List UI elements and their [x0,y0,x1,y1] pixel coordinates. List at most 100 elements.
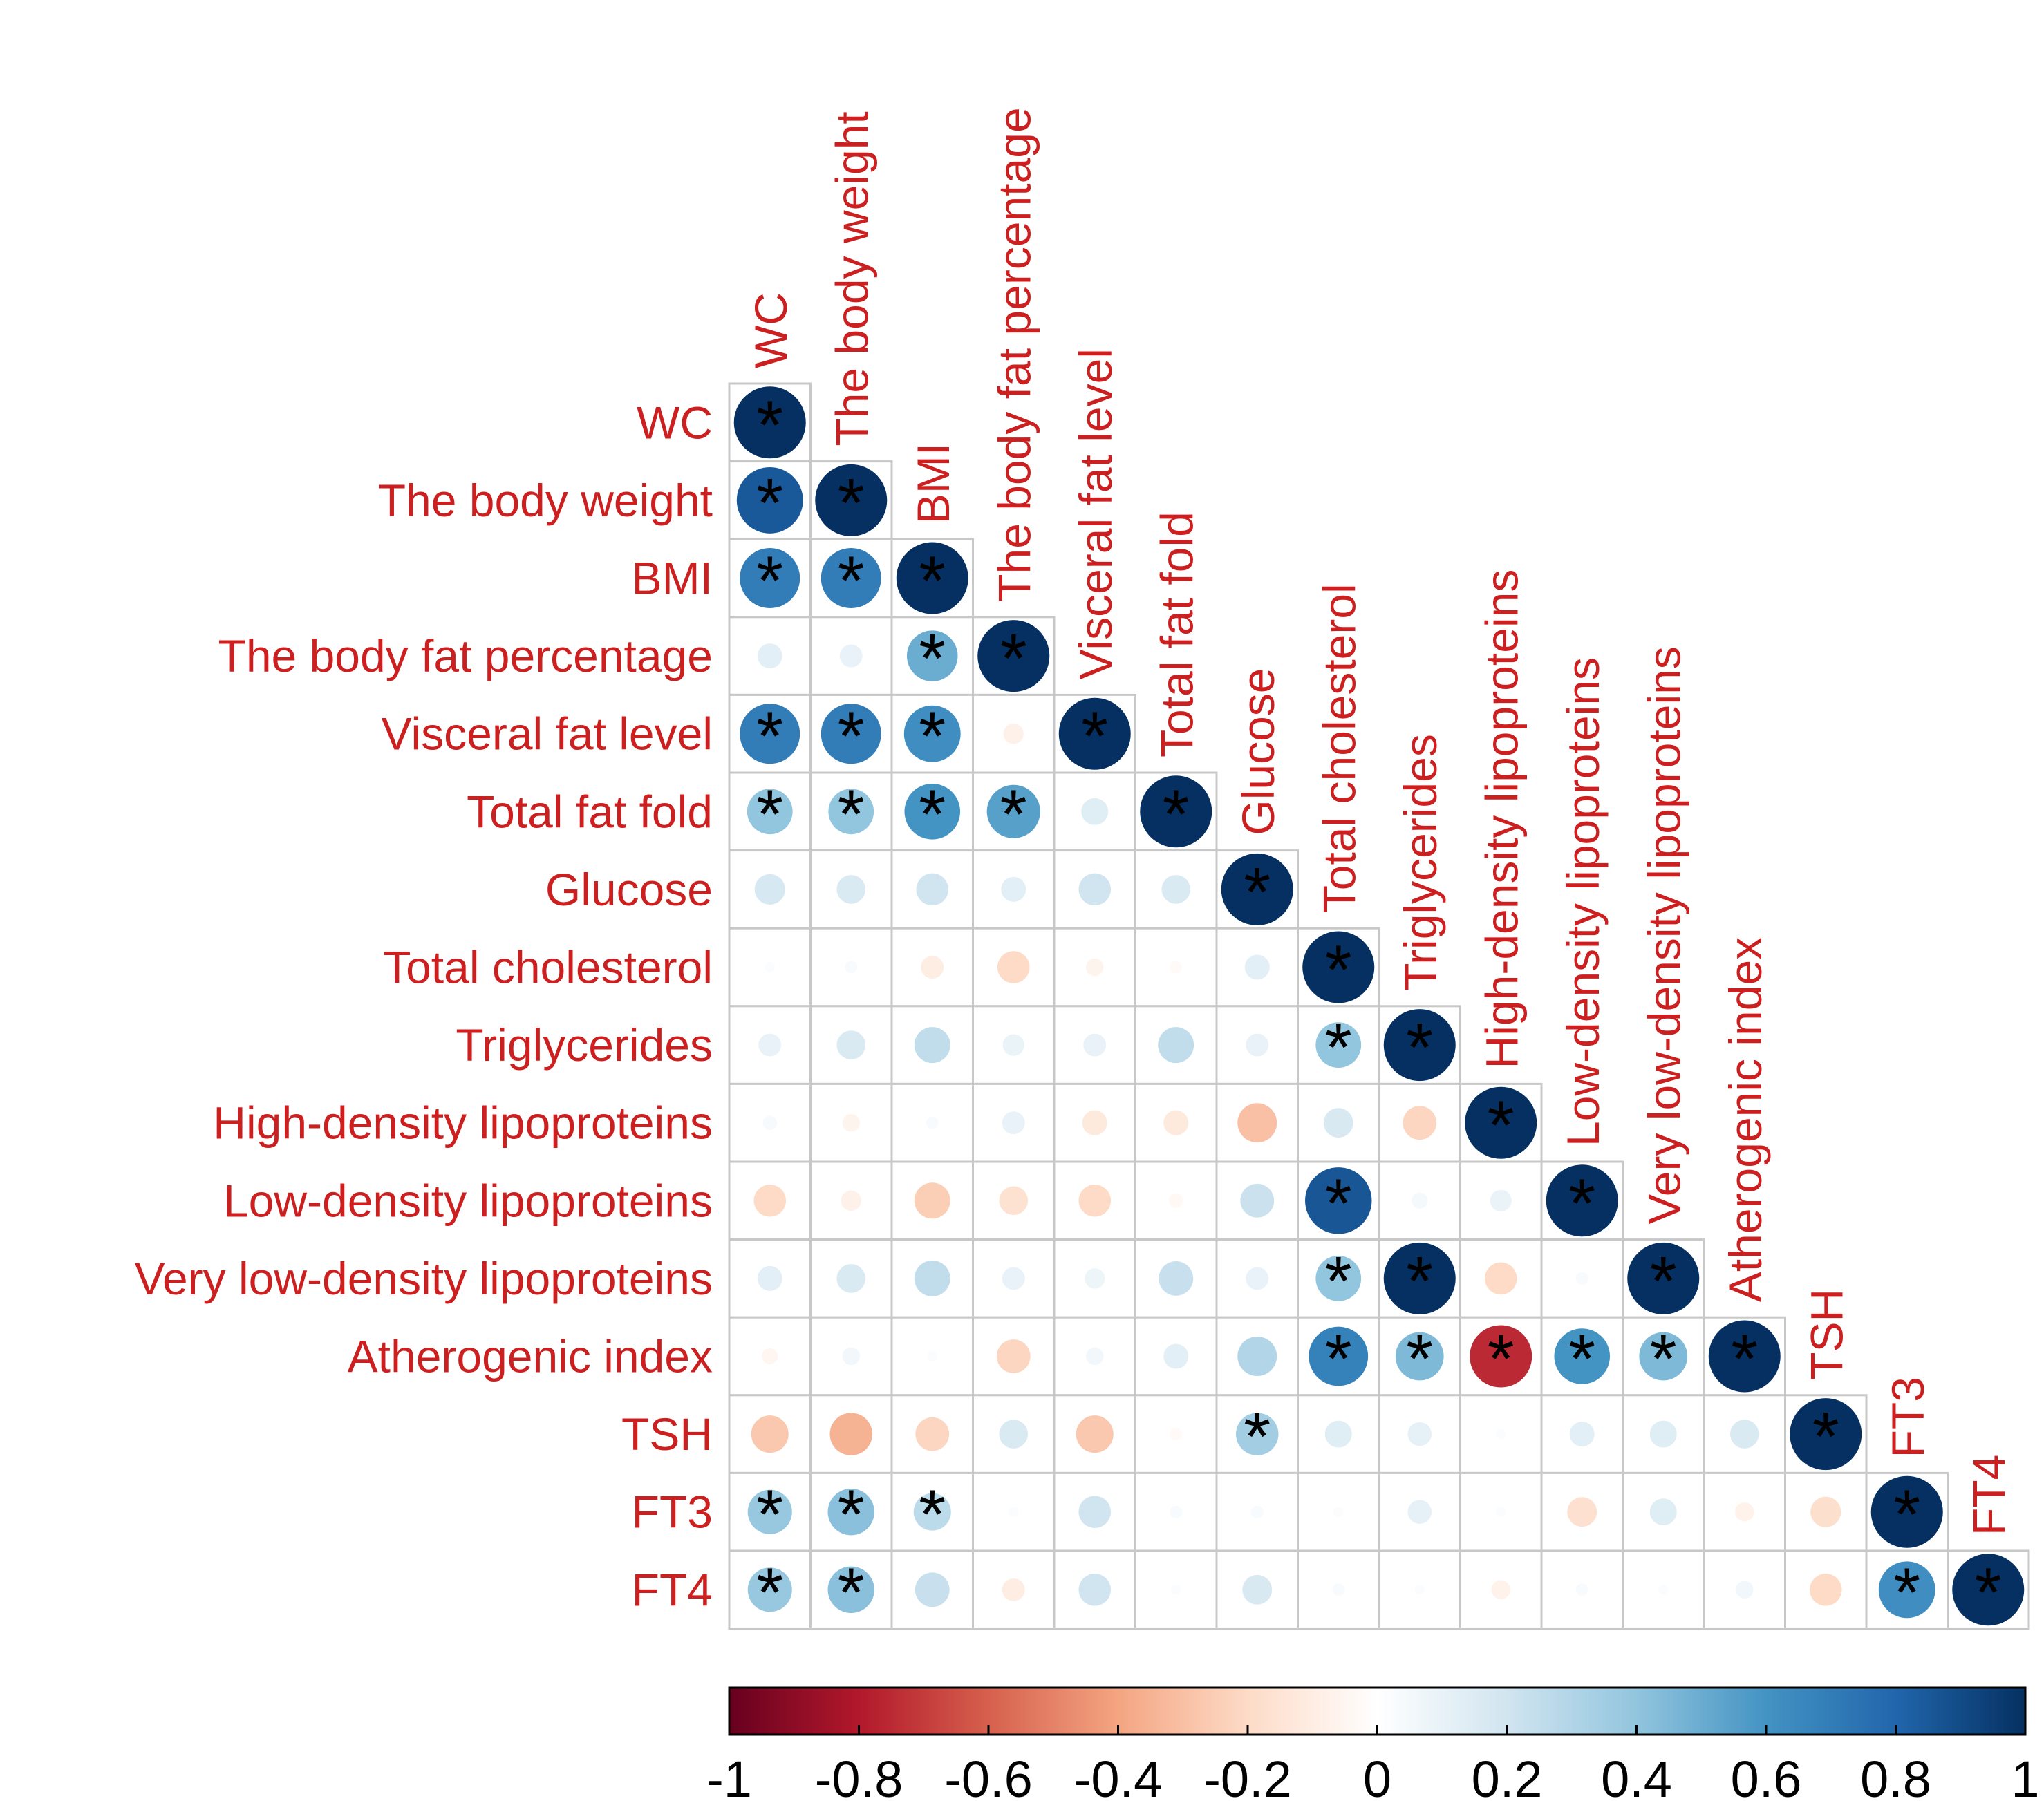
correlation-circle [1058,697,1131,770]
correlation-circle [1952,1554,2025,1626]
correlation-circle [1729,1420,1759,1449]
significance-markers: ** ** * ** ** * * ** * * * **** *** ** * ** * * * * ** ** * * **… [756,386,2001,1631]
row-label: FT4 [632,1564,713,1615]
correlation-circle [927,1351,938,1361]
correlation-circle [1305,1167,1372,1234]
correlation-circle [1736,1581,1754,1599]
correlation-circle [1790,1398,1862,1471]
correlation-circle [753,1185,787,1217]
correlation-circle [1649,1420,1677,1448]
correlation-circle [1569,1422,1595,1447]
colorbar-tick-label: 1 [2011,1751,2039,1801]
correlation-circle [1403,1106,1437,1140]
colorbar-tick-label: 0.4 [1601,1751,1672,1801]
correlation-circle [1332,1583,1345,1596]
correlation-circle [1168,1193,1183,1208]
correlation-circle [1315,1022,1362,1068]
correlation-circle [1001,876,1026,902]
significance-star: * [1406,1243,1433,1320]
significance-star: * [756,464,783,542]
correlation-circle [914,1182,950,1219]
matrix-cell [1459,1549,1543,1630]
correlation-circle [1086,1347,1104,1366]
significance-star: * [838,543,865,620]
correlation-circle [751,1415,789,1453]
correlation-circle [842,1113,860,1132]
colorbar-tick-label: 0.8 [1860,1751,1931,1801]
correlation-circle [1221,853,1293,925]
correlation-circle [1002,1578,1025,1601]
colorbar-tick-label: -0.4 [1074,1751,1163,1801]
correlation-circle [1383,1242,1456,1314]
significance-star: * [919,775,946,853]
significance-star: * [1000,620,1027,697]
correlation-circle [1008,1507,1019,1518]
column-label: Glucose [1232,668,1284,835]
correlation-circle [1250,1505,1264,1518]
correlation-circle [1324,1420,1352,1448]
correlation-circle [1878,1561,1935,1619]
correlation-circle [1658,1584,1669,1595]
correlation-circle [1495,1428,1506,1440]
correlation-circle [986,784,1040,838]
row-label: The body fat percentage [218,630,713,681]
correlation-circle [842,1347,860,1366]
matrix-cell [728,849,812,930]
correlation-circle [747,1567,792,1612]
column-label: The body fat percentage [988,107,1040,602]
correlation-circle [1575,1272,1588,1285]
row-label: High-density lipoproteins [213,1097,713,1149]
correlation-circle [1414,1584,1425,1595]
correlation-circle [1870,1475,1943,1548]
significance-star: * [1244,854,1271,931]
correlation-circle [1002,1111,1025,1135]
colorbar: -1 -0.8 -0.6 -0.4 -0.2 0 0.2 0.4 0.6 0.8 1 [706,1686,2040,1801]
column-label: Low-density lipoproteins [1557,657,1609,1147]
significance-star: * [1325,1321,1352,1398]
correlation-circle [1639,1332,1688,1381]
correlation-circle [1082,1110,1107,1135]
row-label: Triglycerides [456,1019,713,1071]
correlation-circle [1078,873,1112,906]
correlation-circles [733,386,2025,1626]
significance-star: * [838,464,865,542]
correlation-circle [1490,1189,1512,1211]
correlation-circle [1810,1496,1841,1527]
correlation-circle [1333,1507,1344,1518]
correlation-circle [1083,1033,1107,1057]
correlation-circle [1246,1267,1269,1290]
row-label: Total fat fold [467,786,713,837]
correlation-circle [1246,1033,1269,1057]
matrix-cell [972,693,1056,774]
row-label: Atherogenic index [348,1331,713,1382]
correlation-circle [757,643,782,669]
significance-star: * [919,1476,946,1554]
column-label: The body weight [826,111,877,446]
correlation-circle [1407,1500,1432,1524]
correlation-circle [1484,1262,1517,1295]
correlation-circle [765,962,776,972]
correlation-circle [977,620,1050,692]
correlation-circle [1491,1580,1511,1600]
row-label: Glucose [545,864,713,915]
correlation-circle [757,1265,782,1291]
correlation-circle [1085,1268,1105,1289]
correlation-circle [1163,1343,1189,1369]
significance-star: * [838,698,865,775]
matrix-cell [809,616,893,696]
correlation-circle [821,547,881,609]
significance-star: * [838,1554,865,1631]
correlation-circle [914,1260,950,1296]
row-label: WC [637,397,713,448]
correlation-circle [1407,1422,1432,1446]
correlation-circle [1170,1584,1181,1595]
correlation-circle [836,1264,866,1293]
correlation-circle [1465,1086,1537,1159]
correlation-circle [827,1489,874,1536]
correlation-circle [1170,961,1183,974]
correlation-circle [762,1348,778,1365]
significance-star: * [1893,1554,1920,1631]
correlation-circle [1323,1108,1353,1138]
significance-star: * [1163,775,1190,853]
correlation-circle [839,644,863,668]
